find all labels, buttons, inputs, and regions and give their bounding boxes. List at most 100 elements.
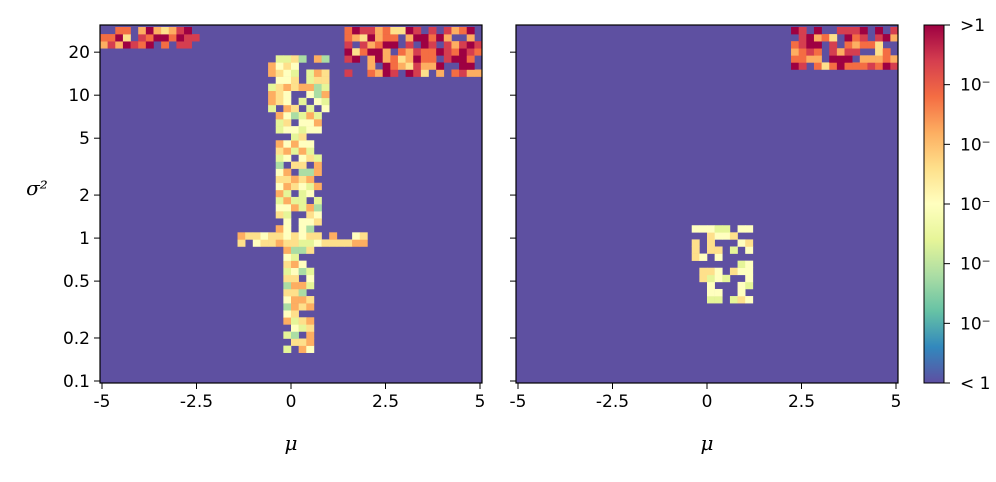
heatmap-cell <box>882 55 891 63</box>
heatmap-cell <box>859 62 868 70</box>
heatmap-cell <box>729 267 738 276</box>
heatmap-cell <box>737 288 746 297</box>
heatmap-cell <box>443 41 452 49</box>
heatmap-cell <box>306 267 315 276</box>
heatmap-cell <box>413 34 422 42</box>
heatmap-cell <box>875 41 884 49</box>
heatmap-cell <box>359 48 368 56</box>
heatmap-cell <box>737 225 746 233</box>
heatmap-cell <box>413 62 422 70</box>
heatmap-cell <box>306 126 315 134</box>
heatmap-cell <box>283 83 292 92</box>
heatmap-cell <box>413 48 422 56</box>
heatmap-cell <box>283 119 292 127</box>
heatmap-cell <box>275 232 284 240</box>
heatmap-cell <box>298 140 307 148</box>
heatmap-cell <box>745 239 754 247</box>
heatmap-cell <box>459 69 468 77</box>
heatmap-cell <box>313 232 322 240</box>
heatmap-cell <box>443 55 452 63</box>
heatmap-cell <box>306 211 315 219</box>
heatmap-cell <box>161 41 170 49</box>
heatmap-cell <box>707 225 715 233</box>
heatmap-cell <box>413 27 422 35</box>
heatmap-cell <box>428 62 437 70</box>
heatmap-cell <box>875 62 884 70</box>
heatmap-cell <box>298 317 307 325</box>
heatmap-cell <box>275 62 284 70</box>
heatmap-cell <box>875 48 884 56</box>
heatmap-cell <box>745 267 754 276</box>
heatmap-cell <box>306 303 315 311</box>
heatmap-cell <box>729 296 738 304</box>
heatmap-cell <box>443 34 452 42</box>
heatmap-cell <box>321 55 330 63</box>
heatmap-cell <box>382 27 391 35</box>
colorbar: >1 10⁻ 10⁻ 10⁻ 10⁻ 10⁻ < 1 <box>923 16 991 394</box>
heatmap-cell <box>313 126 322 134</box>
heatmap-cell <box>890 62 899 70</box>
heatmap-cell <box>466 62 475 70</box>
heatmap-cell <box>729 246 738 254</box>
x-tick-label: 0 <box>286 392 297 412</box>
heatmap-cell <box>367 55 376 63</box>
heatmap-cell <box>115 41 124 49</box>
heatmap-cell <box>252 239 261 247</box>
heatmap-cell <box>844 55 853 63</box>
y-tick-label: 0.1 <box>63 372 90 392</box>
heatmap-cell <box>397 48 406 56</box>
heatmap-cell <box>283 288 292 297</box>
heatmap-cell <box>291 239 299 247</box>
heatmap-cell <box>306 111 315 120</box>
heatmap-cell <box>275 126 284 134</box>
heatmap-cell <box>291 69 299 77</box>
heatmap-cell <box>283 204 292 212</box>
heatmap-cell <box>291 161 299 169</box>
heatmap-cell <box>359 41 368 49</box>
heatmap-cell <box>707 232 715 240</box>
heatmap-cell <box>466 69 475 77</box>
heatmap-cell <box>283 196 292 205</box>
heatmap-cell <box>420 48 429 56</box>
heatmap-cell <box>844 27 853 35</box>
heatmap-cell <box>298 175 307 184</box>
heatmap-cell <box>390 27 399 35</box>
heatmap-cell <box>122 41 131 49</box>
y-tick-label: 0.5 <box>63 272 90 292</box>
heatmap-cell <box>252 232 261 240</box>
heatmap-cell <box>382 34 391 42</box>
heatmap-cell <box>291 303 299 311</box>
heatmap-cell <box>852 27 861 35</box>
heatmap-cell <box>375 41 383 49</box>
heatmap-cell <box>428 48 437 56</box>
heatmap-cell <box>745 225 754 233</box>
heatmap-cell <box>890 34 899 42</box>
heatmap-cell <box>268 104 277 113</box>
heatmap-cell <box>161 34 170 42</box>
heatmap-cell <box>268 232 277 240</box>
heatmap-cell <box>859 34 868 42</box>
heatmap-cell <box>291 196 299 205</box>
heatmap-cell <box>859 27 868 35</box>
heatmap-cell <box>138 34 147 42</box>
heatmap-cell <box>176 41 185 49</box>
heatmap-cell <box>298 182 307 191</box>
heatmap-cell <box>745 260 754 269</box>
heatmap-cell <box>275 225 284 233</box>
x-axis-ticks-left: -5 -2.5 0 2.5 5 <box>94 383 486 412</box>
heatmap-cell <box>291 140 299 148</box>
heatmap-cell <box>275 76 284 84</box>
heatmap-cell <box>298 119 307 127</box>
heatmap-cell <box>283 126 292 134</box>
heatmap-cell <box>852 34 861 42</box>
heatmap-cell <box>291 232 299 240</box>
heatmap-cell <box>352 34 361 42</box>
heatmap-cell <box>359 232 368 240</box>
heatmap-cell <box>291 246 299 254</box>
heatmap-cell <box>474 41 483 49</box>
heatmap-cell <box>436 62 445 70</box>
heatmap-cell <box>390 55 399 63</box>
colorbar-ticks: >1 10⁻ 10⁻ 10⁻ 10⁻ 10⁻ < 1 <box>944 16 991 394</box>
heatmap-cell <box>298 324 307 332</box>
x-tick-label: 5 <box>475 392 486 412</box>
